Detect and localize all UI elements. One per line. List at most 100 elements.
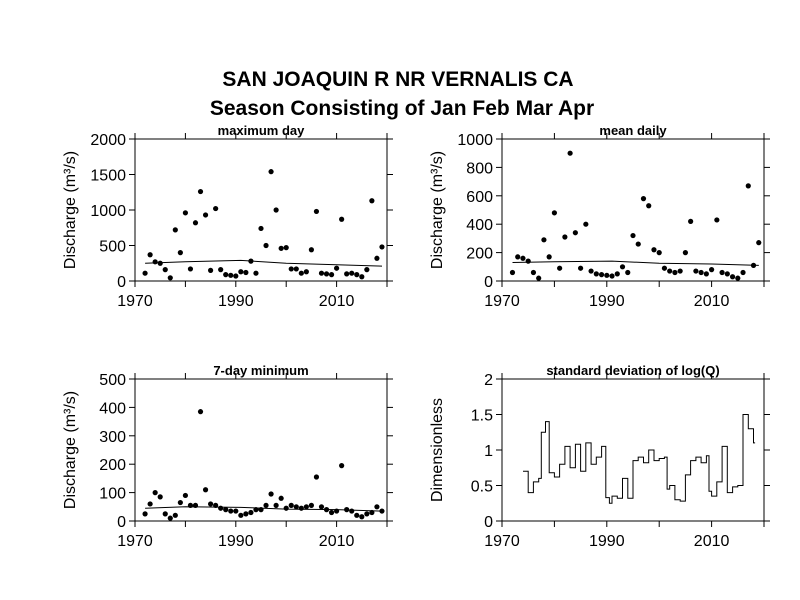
panel-4: standard deviation of log(Q) 0 0.5 1 1.5 2 197… bbox=[429, 363, 770, 550]
y-tick-label: 400 bbox=[466, 217, 493, 234]
data-point bbox=[349, 271, 354, 276]
data-point bbox=[578, 266, 583, 271]
data-point bbox=[233, 508, 238, 513]
panel-title: maximum day bbox=[218, 123, 305, 138]
y-tick-label: 800 bbox=[466, 160, 493, 177]
plot-frame bbox=[502, 139, 764, 281]
y-tick-label: 600 bbox=[466, 189, 493, 206]
data-point bbox=[667, 268, 672, 273]
data-point bbox=[630, 233, 635, 238]
data-point bbox=[203, 212, 208, 217]
data-point bbox=[599, 272, 604, 277]
x-tick-label: 2010 bbox=[319, 293, 355, 310]
y-tick-label: 2000 bbox=[90, 132, 126, 149]
data-point bbox=[568, 151, 573, 156]
data-point bbox=[609, 273, 614, 278]
data-point bbox=[299, 271, 304, 276]
data-point bbox=[299, 506, 304, 511]
data-point bbox=[208, 268, 213, 273]
data-point bbox=[364, 267, 369, 272]
data-point bbox=[218, 506, 223, 511]
data-point bbox=[188, 266, 193, 271]
panel-title: standard deviation of log(Q) bbox=[546, 363, 719, 378]
data-point bbox=[304, 269, 309, 274]
data-point bbox=[223, 272, 228, 277]
data-point bbox=[354, 513, 359, 518]
data-point bbox=[248, 510, 253, 515]
x-tick-label: 1990 bbox=[218, 533, 254, 550]
data-point bbox=[279, 246, 284, 251]
y-tick-label: 300 bbox=[99, 429, 126, 446]
data-point bbox=[304, 504, 309, 509]
data-point bbox=[279, 496, 284, 501]
data-point bbox=[562, 234, 567, 239]
data-point bbox=[678, 268, 683, 273]
data-point bbox=[730, 274, 735, 279]
data-point bbox=[329, 510, 334, 515]
panel-3: 7-day minimum01002003004005001970 1990 201… bbox=[62, 363, 393, 550]
data-point bbox=[198, 409, 203, 414]
data-point bbox=[238, 269, 243, 274]
data-point bbox=[620, 264, 625, 269]
data-point bbox=[657, 250, 662, 255]
y-tick-label: 500 bbox=[99, 239, 126, 256]
data-point bbox=[193, 220, 198, 225]
data-point bbox=[158, 494, 163, 499]
data-point bbox=[163, 267, 168, 272]
chart-title-line1: SAN JOAQUIN R NR VERNALIS CA bbox=[222, 68, 573, 91]
data-point bbox=[263, 503, 268, 508]
data-point bbox=[662, 266, 667, 271]
y-tick-label: 1000 bbox=[90, 203, 126, 220]
x-tick-label: 1970 bbox=[117, 293, 153, 310]
series-line bbox=[523, 415, 755, 504]
x-tick-label: 1970 bbox=[484, 293, 520, 310]
data-point bbox=[284, 245, 289, 250]
data-point bbox=[319, 504, 324, 509]
trend-line bbox=[513, 261, 759, 265]
x-tick-label: 2010 bbox=[694, 293, 730, 310]
data-point bbox=[223, 507, 228, 512]
y-tick-label: 100 bbox=[99, 486, 126, 503]
data-point bbox=[268, 491, 273, 496]
y-tick-label: 0 bbox=[484, 514, 493, 531]
data-point bbox=[289, 266, 294, 271]
data-point bbox=[557, 266, 562, 271]
data-point bbox=[314, 474, 319, 479]
panel-2: mean daily 0 200 400 600 800 1000 1970 1990 2010 D… bbox=[429, 123, 770, 310]
data-point bbox=[198, 189, 203, 194]
x-tick-label: 1970 bbox=[117, 533, 153, 550]
x-tick-label: 1990 bbox=[218, 293, 254, 310]
data-point bbox=[374, 504, 379, 509]
data-point bbox=[329, 272, 334, 277]
y-tick-label: 200 bbox=[99, 457, 126, 474]
data-point bbox=[709, 267, 714, 272]
data-point bbox=[756, 240, 761, 245]
data-point bbox=[309, 247, 314, 252]
data-point bbox=[604, 273, 609, 278]
data-point bbox=[243, 270, 248, 275]
data-point bbox=[651, 247, 656, 252]
data-point bbox=[153, 490, 158, 495]
data-point bbox=[641, 196, 646, 201]
x-tick-label: 2010 bbox=[319, 533, 355, 550]
data-point bbox=[552, 210, 557, 215]
data-point bbox=[319, 271, 324, 276]
data-point bbox=[672, 270, 677, 275]
data-point bbox=[183, 493, 188, 498]
x-tick-label: 1990 bbox=[589, 293, 625, 310]
data-point bbox=[594, 271, 599, 276]
y-tick-label: 200 bbox=[466, 246, 493, 263]
data-point bbox=[339, 217, 344, 222]
data-point bbox=[178, 250, 183, 255]
data-point bbox=[349, 508, 354, 513]
data-point bbox=[324, 271, 329, 276]
data-point bbox=[142, 511, 147, 516]
data-point bbox=[228, 273, 233, 278]
y-tick-label: 2 bbox=[484, 372, 493, 389]
data-point bbox=[359, 514, 364, 519]
data-point bbox=[309, 503, 314, 508]
data-point bbox=[515, 254, 520, 259]
data-point bbox=[526, 259, 531, 264]
data-point bbox=[334, 266, 339, 271]
